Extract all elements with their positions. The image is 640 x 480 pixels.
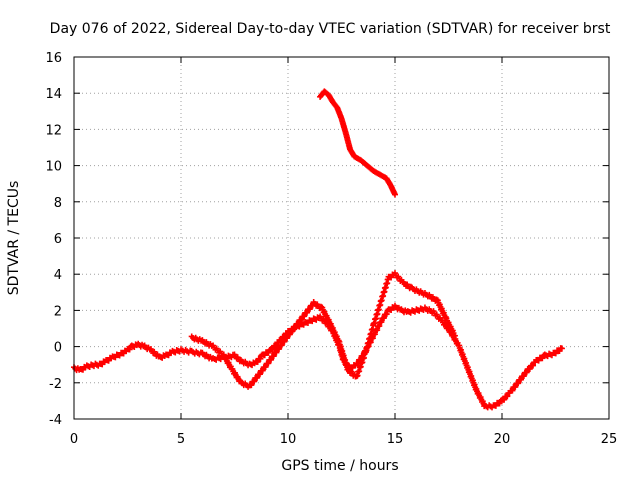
- series-upper-track: [317, 88, 398, 198]
- axes: 0 5 10 15 20 25 -4 -2 0 2 4 6 8 10 12 14 16: [45, 51, 617, 447]
- data-point: [304, 309, 311, 316]
- data-point: [256, 371, 263, 378]
- data-point: [254, 358, 261, 365]
- data-point: [501, 396, 508, 403]
- data-point: [380, 314, 387, 321]
- x-tick-label: 20: [494, 432, 511, 447]
- data-point: [306, 306, 313, 313]
- y-axis-label: SDTVAR / TECUs: [6, 181, 22, 296]
- data-point: [278, 342, 285, 349]
- data-point: [383, 311, 390, 318]
- series-main-track: [71, 302, 565, 411]
- x-tick-label: 5: [177, 432, 185, 447]
- series-secondary-track: [188, 270, 458, 390]
- x-tick-label: 25: [601, 432, 618, 447]
- data-point: [268, 356, 275, 363]
- data-point: [509, 387, 516, 394]
- y-tick-label: 8: [54, 196, 62, 211]
- data-point: [276, 345, 283, 352]
- y-tick-label: 12: [45, 123, 62, 138]
- y-tick-label: 14: [45, 87, 62, 102]
- data-point: [248, 382, 255, 389]
- y-tick-label: -2: [49, 377, 62, 392]
- data-point: [292, 324, 299, 331]
- data-point: [512, 383, 519, 390]
- data-point: [295, 320, 302, 327]
- data-point: [392, 191, 398, 198]
- y-tick-label: 2: [54, 304, 62, 319]
- plot-area: [71, 88, 565, 411]
- data-point: [254, 374, 261, 381]
- data-point: [273, 349, 280, 356]
- y-tick-label: 6: [54, 232, 62, 247]
- y-tick-label: 4: [54, 268, 62, 283]
- data-point: [262, 364, 269, 371]
- data-point: [515, 380, 522, 387]
- data-point: [530, 362, 537, 369]
- data-point: [265, 360, 272, 367]
- data-point: [289, 327, 296, 334]
- data-point: [284, 335, 291, 342]
- y-tick-label: 0: [54, 341, 62, 356]
- data-point: [520, 373, 527, 380]
- x-axis-label: GPS time / hours: [281, 458, 398, 474]
- data-point: [518, 376, 525, 383]
- data-point: [270, 353, 277, 360]
- data-point: [126, 346, 133, 353]
- data-point: [286, 331, 293, 338]
- y-tick-label: 10: [45, 160, 62, 175]
- y-tick-label: -4: [49, 413, 62, 428]
- data-point: [251, 378, 258, 385]
- data-point: [281, 338, 288, 345]
- chart-title: Day 076 of 2022, Sidereal Day-to-day VTE…: [50, 21, 611, 37]
- x-tick-label: 10: [280, 432, 297, 447]
- x-tick-label: 0: [70, 432, 78, 447]
- data-point: [504, 393, 511, 400]
- grid: [74, 57, 609, 419]
- data-point: [257, 355, 264, 362]
- data-point: [298, 316, 305, 323]
- y-tick-label: 16: [45, 51, 62, 66]
- data-point: [558, 345, 565, 352]
- data-point: [451, 332, 458, 339]
- data-point: [523, 369, 530, 376]
- x-tick-label: 15: [387, 432, 404, 447]
- data-point: [259, 367, 266, 374]
- data-point: [526, 365, 533, 372]
- data-point: [301, 313, 308, 320]
